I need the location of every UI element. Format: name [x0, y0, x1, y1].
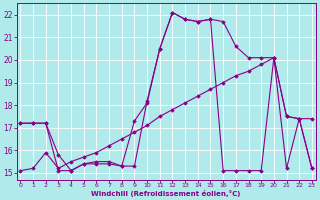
X-axis label: Windchill (Refroidissement éolien,°C): Windchill (Refroidissement éolien,°C) [92, 190, 241, 197]
